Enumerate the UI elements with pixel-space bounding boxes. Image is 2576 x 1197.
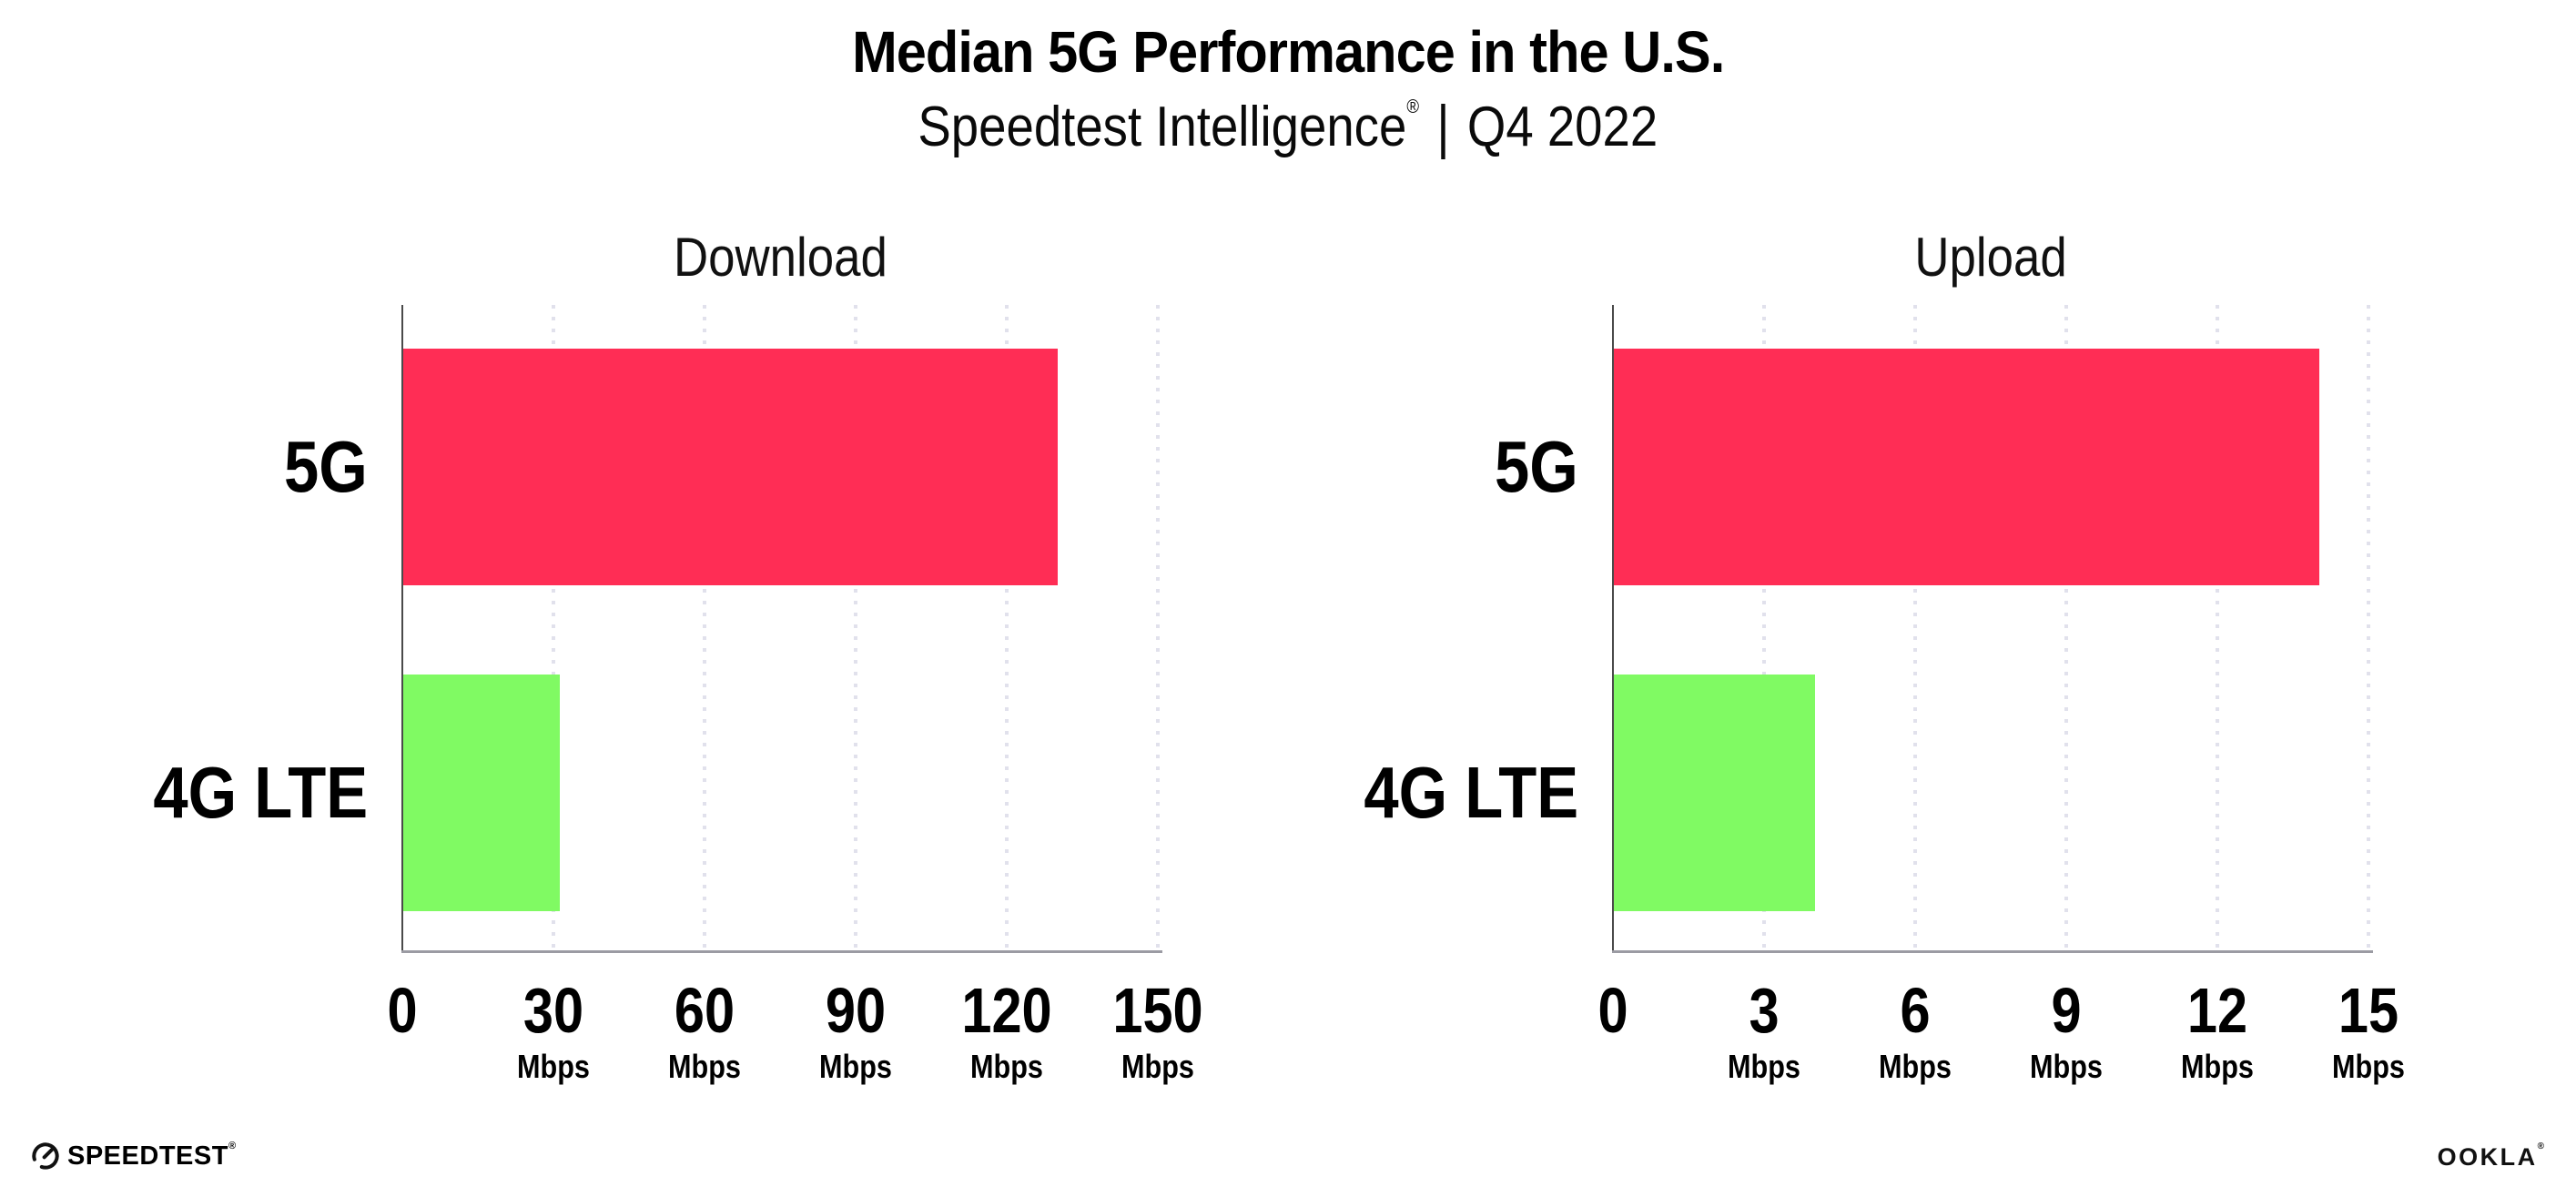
- x-tick-15-upload: 15 Mbps: [2326, 979, 2411, 1083]
- gridline-6-mbps-upload: [1913, 305, 1917, 951]
- bar-4g-lte-upload: [1614, 675, 1816, 911]
- ookla-logo-text: OOKLA: [2437, 1143, 2538, 1171]
- x-tick-30-download: 30 Mbps: [511, 979, 596, 1083]
- page-title-text: Median 5G Performance in the U.S.: [851, 19, 1725, 85]
- subtitle-period: Q4 2022: [1467, 96, 1658, 158]
- speedtest-logo-text: SPEEDTEST®: [67, 1140, 237, 1171]
- x-tick-150-download: 150 Mbps: [1105, 979, 1212, 1083]
- chart-title-upload: Upload: [1914, 227, 2067, 288]
- chart-title-download: Download: [673, 227, 887, 288]
- gridline-12-mbps-upload: [2216, 305, 2219, 951]
- category-label-5g-download: 5G: [284, 426, 368, 507]
- y-axis-line-upload: [1612, 305, 1614, 953]
- x-tick-value-150-download: 150: [1112, 975, 1203, 1046]
- plot-area-upload: 5G 4G LTE 0 3 Mbps 6 Mbps 9 Mbps 12 Mbps 15 Mbps: [1364, 305, 2405, 1083]
- bar-4g-lte-download: [403, 675, 560, 911]
- speedtest-gauge-icon: [31, 1141, 60, 1171]
- gridline-30-mbps-download: [552, 305, 555, 951]
- x-tick-unit-15-upload: Mbps: [2332, 1048, 2405, 1085]
- x-tick-unit-9-upload: Mbps: [2030, 1048, 2103, 1085]
- category-label-4g-lte-download: 4G LTE: [153, 752, 368, 833]
- x-tick-12-upload: 12 Mbps: [2175, 979, 2260, 1083]
- x-tick-120-download: 120 Mbps: [954, 979, 1060, 1083]
- x-tick-9-upload: 9 Mbps: [2023, 979, 2109, 1083]
- category-label-5g-upload: 5G: [1495, 426, 1578, 507]
- speedtest-registered-mark-icon: ®: [228, 1140, 237, 1151]
- x-tick-0-upload: 0: [1596, 979, 1631, 1042]
- x-tick-unit-6-upload: Mbps: [1879, 1048, 1952, 1085]
- y-axis-line-download: [401, 305, 403, 953]
- bar-5g-upload: [1614, 349, 2319, 585]
- x-tick-60-download: 60 Mbps: [662, 979, 747, 1083]
- x-tick-value-0-download: 0: [387, 975, 418, 1046]
- registered-trademark-icon: ®: [1406, 96, 1420, 117]
- gridline-150-mbps-download: [1156, 305, 1160, 951]
- x-tick-value-3-upload: 3: [1749, 975, 1780, 1046]
- x-tick-0-download: 0: [385, 979, 421, 1042]
- x-tick-value-12-upload: 12: [2186, 975, 2248, 1046]
- x-axis-line-download: [401, 950, 1162, 953]
- x-tick-90-download: 90 Mbps: [813, 979, 898, 1083]
- x-tick-value-6-upload: 6: [1900, 975, 1931, 1046]
- subtitle-brand: Speedtest Intelligence: [918, 96, 1407, 158]
- gridline-3-mbps-upload: [1762, 305, 1766, 951]
- x-tick-value-30-download: 30: [522, 975, 584, 1046]
- x-tick-unit-150-download: Mbps: [1121, 1048, 1194, 1085]
- x-tick-value-15-upload: 15: [2338, 975, 2399, 1046]
- x-tick-value-9-upload: 9: [2051, 975, 2082, 1046]
- x-axis-line-upload: [1612, 950, 2373, 953]
- category-label-4g-lte-upload: 4G LTE: [1364, 752, 1578, 833]
- x-tick-value-60-download: 60: [674, 975, 735, 1046]
- x-tick-unit-30-download: Mbps: [517, 1048, 590, 1085]
- x-tick-unit-3-upload: Mbps: [1728, 1048, 1800, 1085]
- x-tick-value-120-download: 120: [961, 975, 1052, 1046]
- x-tick-unit-120-download: Mbps: [970, 1048, 1043, 1085]
- subtitle-divider: |: [1436, 94, 1450, 160]
- x-tick-6-upload: 6 Mbps: [1872, 979, 1958, 1083]
- plot-area-download: 5G 4G LTE 0 30 Mbps 60 Mbps 90 Mbps 120 Mbps 150 Mb…: [153, 305, 1203, 1083]
- gridline-9-mbps-upload: [2064, 305, 2068, 951]
- ookla-registered-mark-icon: ®: [2537, 1141, 2544, 1151]
- gridline-90-mbps-download: [854, 305, 857, 951]
- speedtest-logo: SPEEDTEST®: [31, 1140, 237, 1172]
- ookla-logo: OOKLA®: [2437, 1142, 2544, 1171]
- x-tick-3-upload: 3 Mbps: [1721, 979, 1807, 1083]
- gridline-120-mbps-download: [1005, 305, 1009, 951]
- page-title: Median 5G Performance in the U.S.: [0, 18, 2576, 86]
- x-tick-value-90-download: 90: [825, 975, 887, 1046]
- x-tick-unit-12-upload: Mbps: [2181, 1048, 2254, 1085]
- bar-5g-download: [403, 349, 1059, 585]
- page-subtitle: Speedtest Intelligence® | Q4 2022: [0, 94, 2576, 160]
- gridline-15-mbps-upload: [2367, 305, 2370, 951]
- x-tick-unit-90-download: Mbps: [819, 1048, 892, 1085]
- x-tick-value-0-upload: 0: [1597, 975, 1628, 1046]
- x-tick-unit-60-download: Mbps: [668, 1048, 741, 1085]
- gridline-60-mbps-download: [703, 305, 706, 951]
